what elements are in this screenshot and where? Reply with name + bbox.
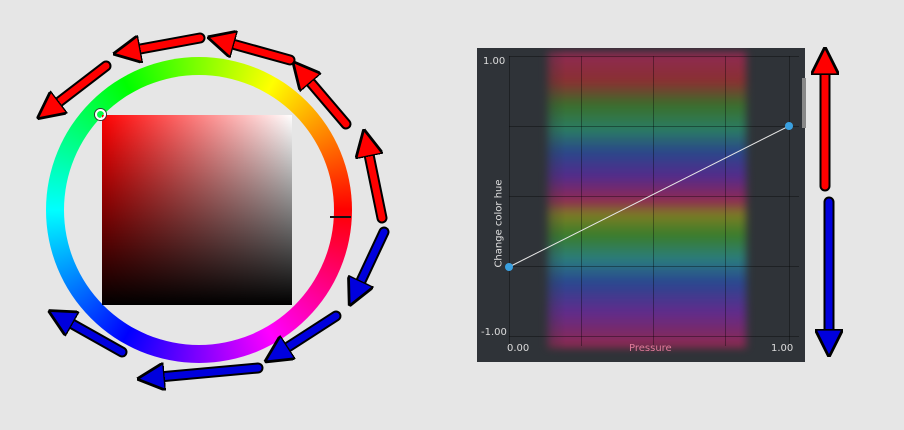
red-arrow-outline	[118, 32, 206, 58]
grid-line	[509, 126, 799, 127]
blue-arrow	[354, 228, 388, 296]
grid-line	[509, 336, 799, 337]
y-axis-label: Change color hue	[493, 179, 505, 268]
grid-line	[509, 196, 799, 197]
panel-scroll-handle[interactable]	[802, 78, 806, 128]
curve-point-start[interactable]	[505, 263, 513, 271]
curve-plot[interactable]	[477, 48, 805, 362]
blue-arrow-outline	[142, 362, 264, 384]
grid-line	[653, 56, 654, 346]
curve-editor-panel[interactable]: 1.00 -1.00 0.00 1.00 Pressure Change col…	[477, 48, 805, 362]
red-arrow-outline	[212, 34, 296, 66]
blue-arrow-outline	[348, 226, 390, 302]
red-arrow-outline	[360, 134, 388, 224]
sv-cursor-handle[interactable]	[95, 109, 106, 120]
y-max-label: 1.00	[483, 56, 506, 67]
red-arrow	[124, 34, 204, 52]
x-min-label: 0.00	[507, 343, 530, 354]
saturation-value-square[interactable]	[102, 115, 292, 305]
bands-fade-overlay	[517, 48, 787, 362]
curve-point-end[interactable]	[785, 122, 793, 130]
x-max-label: 1.00	[771, 343, 794, 354]
grid-line	[581, 56, 582, 346]
red-arrow	[218, 40, 294, 64]
red-arrow	[366, 140, 386, 222]
grid-line	[789, 56, 790, 346]
x-axis-label: Pressure	[629, 343, 672, 354]
blue-arrow	[148, 368, 262, 378]
grid-line	[725, 56, 726, 346]
curve-line	[508, 125, 790, 268]
y-min-label: -1.00	[481, 327, 507, 338]
grid-line	[509, 56, 799, 57]
hue-marker-handle[interactable]	[330, 216, 351, 218]
grid-line	[509, 56, 510, 346]
grid-line	[509, 266, 799, 267]
